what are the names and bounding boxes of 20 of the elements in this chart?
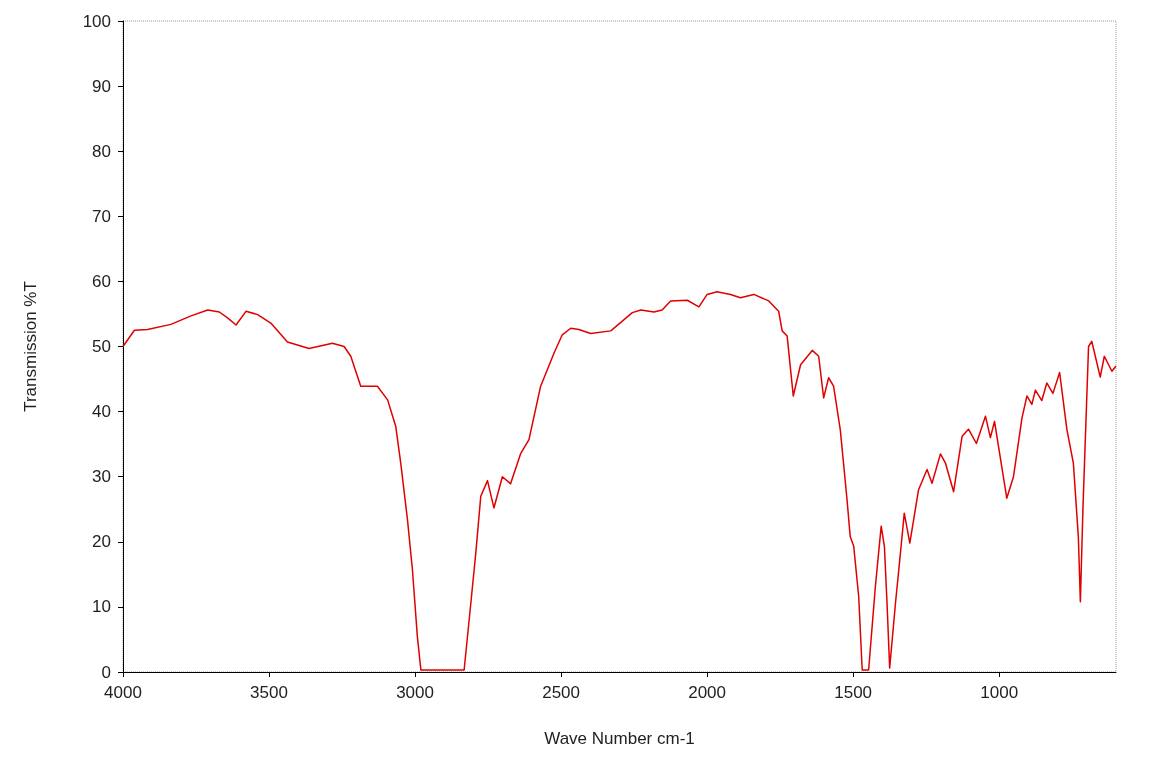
y-axis-title: Transmission %T (21, 281, 40, 412)
x-tick-label: 2500 (542, 683, 580, 702)
y-tick-label: 30 (92, 467, 111, 487)
y-tick-label: 20 (92, 532, 111, 552)
y-tick-label: 90 (92, 76, 111, 96)
x-tick-label: 4000 (104, 683, 142, 702)
x-tick-label: 2000 (688, 683, 727, 702)
x-tick-label: 1000 (980, 683, 1019, 702)
y-tick-label: 40 (92, 402, 111, 422)
y-tick-label: 10 (92, 597, 111, 617)
y-tick-label: 80 (92, 141, 111, 161)
y-tick-label: 50 (92, 337, 111, 356)
y-tick-label: 70 (92, 206, 111, 226)
y-tick-label: 0 (101, 662, 111, 682)
x-tick-label: 1500 (834, 683, 873, 702)
y-tick-label: 100 (82, 11, 111, 31)
x-tick-label: 3000 (396, 683, 434, 702)
x-tick-label: 3500 (250, 683, 288, 702)
y-tick-label: 60 (92, 271, 111, 291)
x-axis-title: Wave Number cm-1 (544, 729, 695, 748)
